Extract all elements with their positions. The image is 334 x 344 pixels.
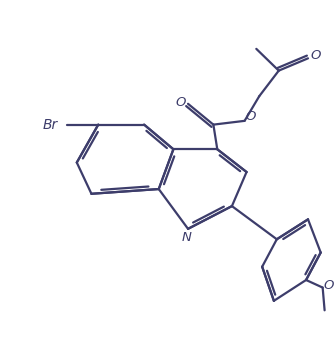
Text: Br: Br (43, 118, 58, 132)
Text: O: O (323, 279, 334, 292)
Text: O: O (245, 110, 256, 123)
Text: O: O (310, 49, 320, 62)
Text: O: O (176, 96, 186, 109)
Text: N: N (182, 232, 192, 245)
